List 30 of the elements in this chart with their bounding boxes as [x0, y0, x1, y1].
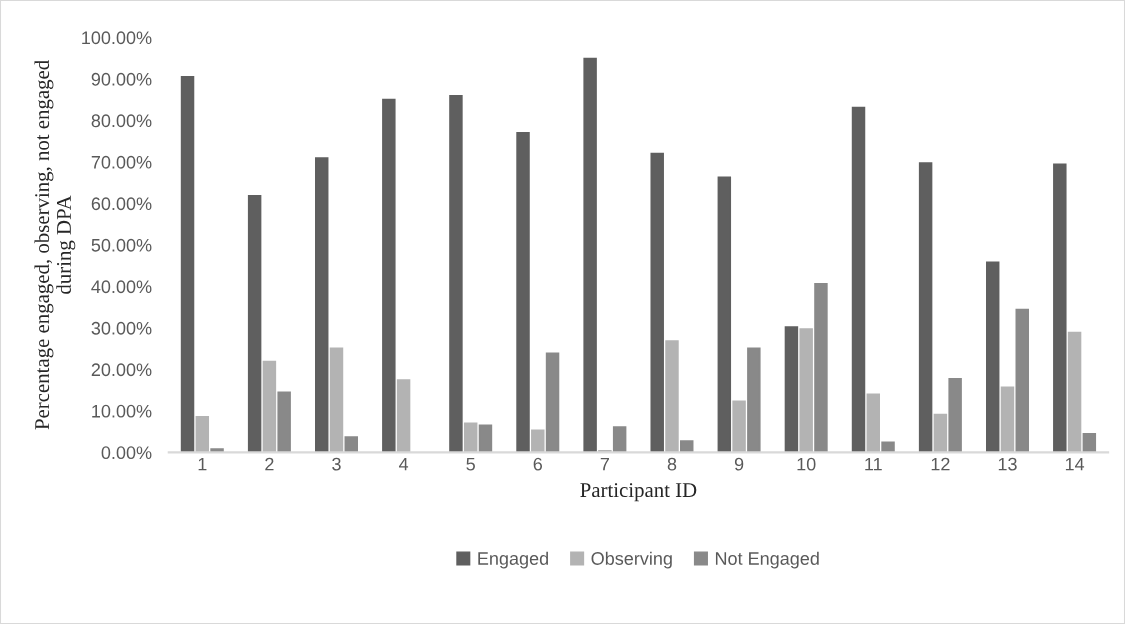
- y-tick-label: 70.00%: [91, 155, 152, 169]
- legend-label: Not Engaged: [715, 551, 819, 569]
- y-tick-label: 90.00%: [91, 72, 152, 86]
- x-tick-label: 14: [1065, 457, 1085, 471]
- x-tick-label: 1: [198, 457, 207, 471]
- x-tick-label: 4: [398, 457, 409, 471]
- legend-label: Observing: [591, 551, 672, 569]
- x-tick-label: 10: [797, 457, 816, 471]
- x-tick-label: 12: [931, 457, 950, 471]
- y-tick-label: 30.00%: [91, 321, 152, 335]
- y-tick-label: 0.00%: [101, 446, 152, 460]
- x-tick-label: 8: [667, 457, 677, 471]
- y-tick-label: 60.00%: [91, 197, 152, 211]
- x-tick-label: 7: [600, 457, 609, 471]
- y-tick-label: 20.00%: [91, 363, 152, 377]
- x-tick-label: 5: [466, 457, 475, 471]
- x-axis-title: Participant ID: [580, 483, 697, 502]
- x-tick-label: 13: [998, 457, 1017, 471]
- y-axis-title: Percentage engaged, observing, not engaged during DPA: [34, 60, 76, 430]
- x-tick-label: 11: [865, 457, 882, 471]
- y-tick-label: 10.00%: [92, 404, 152, 418]
- y-tick-label: 80.00%: [91, 114, 152, 128]
- x-tick-label: 3: [332, 457, 341, 471]
- y-tick-label: 100.00%: [82, 31, 152, 45]
- x-tick-label: 9: [734, 457, 744, 471]
- y-tick-label: 40.00%: [91, 280, 152, 294]
- legend-label: Engaged: [478, 551, 548, 569]
- x-tick-label: 2: [265, 457, 274, 471]
- y-tick-label: 50.00%: [91, 238, 152, 252]
- x-tick-label: 6: [533, 457, 543, 471]
